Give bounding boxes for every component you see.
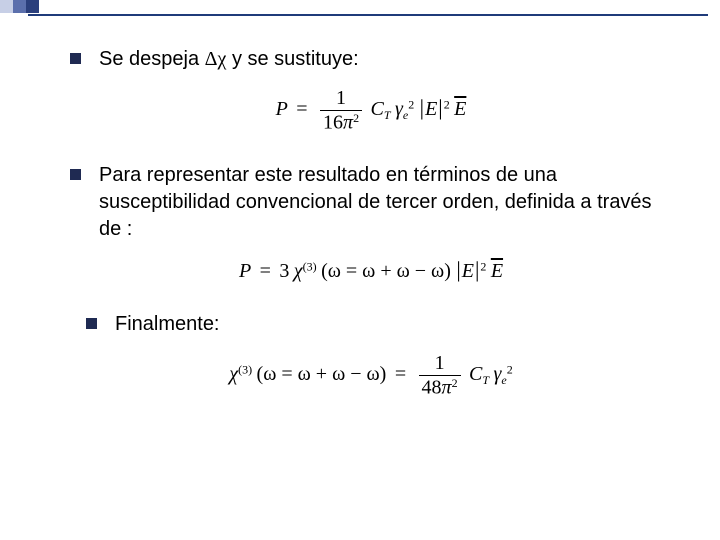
eq1-gammaexp: 2 (408, 98, 414, 112)
bullet-icon (86, 318, 97, 329)
eq1-den-coeff: 16 (323, 111, 343, 133)
bullet-icon (70, 169, 81, 180)
decor-sq (13, 0, 26, 13)
eq2-E1exp: 2 (480, 260, 486, 274)
eq2-arg: (ω = ω + ω − ω) (321, 260, 451, 282)
eq2-chisup: (3) (303, 260, 317, 274)
bullet-text-1: Se despeja Δχ y se sustituye: (99, 46, 359, 73)
eq1-eq: = (292, 98, 311, 120)
content-area: Se despeja Δχ y se sustituye: P = 1 16π2… (70, 46, 672, 428)
eq3-gammaexp: 2 (507, 363, 513, 377)
eq1-num: 1 (320, 87, 362, 110)
eq3-den: 48π2 (419, 375, 461, 399)
eq3-frac: 1 48π2 (419, 352, 461, 399)
eq1-P: P (276, 98, 288, 120)
equation-1: P = 1 16π2 CT γe2 |E|2 E (70, 87, 672, 134)
eq1-E1exp: 2 (444, 98, 450, 112)
decor-line (28, 14, 708, 16)
equation-2: P = 3 χ(3) (ω = ω + ω − ω) |E|2 E (70, 257, 672, 283)
eq1-frac: 1 16π2 (320, 87, 362, 134)
bullet-text-3: Finalmente: (115, 311, 220, 338)
decor-sq (26, 0, 39, 13)
eq1-Csub: T (384, 108, 391, 122)
bullet-item-1: Se despeja Δχ y se sustituye: (70, 46, 672, 73)
b1-sym: Δχ (205, 48, 227, 70)
eq3-den-exp: 2 (452, 376, 458, 390)
bullet-item-3: Finalmente: (86, 311, 672, 338)
bullet-item-2: Para representar este resultado en térmi… (70, 162, 672, 243)
eq3-Csub: T (482, 373, 489, 387)
slide: Se despeja Δχ y se sustituye: P = 1 16π2… (0, 0, 720, 540)
eq3-arg: (ω = ω + ω − ω) (257, 363, 387, 385)
eq3-num: 1 (419, 352, 461, 375)
eq2-E1: E (462, 260, 474, 282)
eq3-den-coeff: 48 (422, 377, 442, 399)
eq3-chi: χ (229, 363, 238, 385)
eq1-den: 16π2 (320, 110, 362, 134)
eq1-den-base: π (343, 111, 353, 133)
eq2-E2: E (491, 260, 503, 282)
eq1-E1: E (425, 98, 437, 120)
eq1-den-exp: 2 (353, 111, 359, 125)
decor-sq (0, 0, 13, 13)
eq1-E2: E (454, 98, 466, 120)
eq2-eq: = (256, 260, 275, 282)
eq3-eq: = (391, 363, 410, 385)
b1-prefix: Se despeja (99, 48, 205, 70)
equation-3: χ(3) (ω = ω + ω − ω) = 1 48π2 CT γe2 (70, 352, 672, 399)
eq3-C: C (469, 363, 482, 385)
decor-squares (0, 0, 720, 14)
bullet-icon (70, 53, 81, 64)
eq2-P: P (239, 260, 251, 282)
eq2-coef: 3 (279, 260, 289, 282)
bullet-text-2: Para representar este resultado en térmi… (99, 162, 672, 243)
eq1-C: C (371, 98, 384, 120)
eq1-gamma: γ (395, 98, 403, 120)
b1-suffix: y se sustituye: (226, 48, 358, 70)
eq3-chisup: (3) (238, 363, 252, 377)
eq2-chi: χ (294, 260, 303, 282)
eq3-den-base: π (442, 377, 452, 399)
